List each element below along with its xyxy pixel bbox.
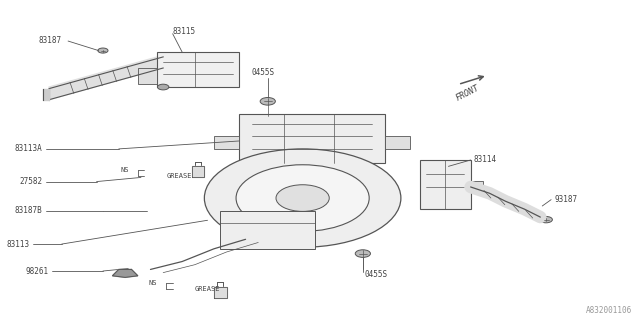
Text: 0455S: 0455S — [365, 270, 388, 279]
Circle shape — [276, 185, 329, 212]
Text: NS: NS — [148, 280, 157, 286]
Circle shape — [98, 48, 108, 53]
Text: 83113A: 83113A — [15, 144, 43, 153]
Bar — [220, 211, 316, 249]
Text: 83187: 83187 — [38, 36, 61, 45]
Text: 83187B: 83187B — [15, 206, 43, 215]
Text: 27582: 27582 — [20, 177, 43, 186]
Polygon shape — [43, 89, 49, 100]
Text: GREASE: GREASE — [166, 173, 192, 180]
Bar — [420, 160, 470, 209]
Text: 0455S: 0455S — [252, 68, 275, 77]
Bar — [157, 52, 239, 87]
Circle shape — [236, 165, 369, 231]
Text: A832001106: A832001106 — [586, 307, 632, 316]
Text: 98261: 98261 — [26, 267, 49, 276]
Polygon shape — [214, 287, 227, 298]
Text: 83113: 83113 — [7, 240, 30, 249]
Circle shape — [540, 216, 552, 223]
Text: NS: NS — [120, 167, 129, 173]
Circle shape — [157, 84, 169, 90]
Bar — [385, 136, 410, 149]
Circle shape — [204, 149, 401, 247]
Circle shape — [260, 98, 275, 105]
Bar — [239, 114, 385, 163]
Bar — [214, 136, 239, 149]
Circle shape — [355, 250, 371, 257]
Text: 93187: 93187 — [554, 195, 577, 204]
Bar — [470, 180, 483, 193]
Text: GREASE: GREASE — [195, 286, 220, 292]
Bar — [138, 68, 157, 84]
Polygon shape — [49, 55, 163, 100]
Polygon shape — [113, 269, 138, 277]
Polygon shape — [192, 166, 204, 178]
Text: FRONT: FRONT — [455, 84, 481, 103]
Text: 83114: 83114 — [474, 155, 497, 164]
Text: 83115: 83115 — [173, 27, 196, 36]
